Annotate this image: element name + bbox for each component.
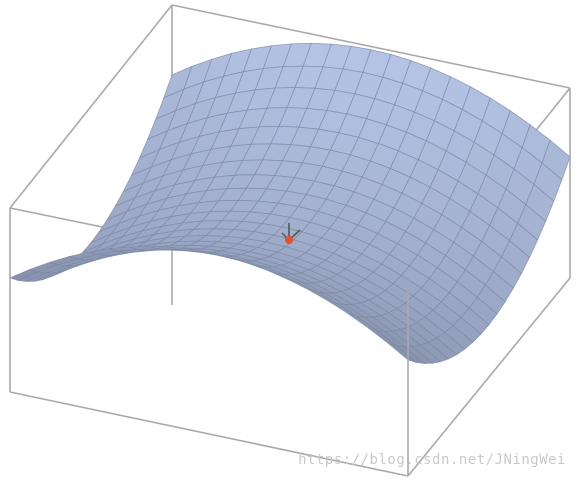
box-edge xyxy=(9,391,409,477)
surface-patch xyxy=(387,342,417,363)
saddle-surface xyxy=(8,42,571,365)
box-edge xyxy=(9,4,173,209)
box-edge xyxy=(407,277,571,477)
box-edge xyxy=(171,4,571,89)
saddle-point-marker xyxy=(281,223,301,244)
bounding-box-front xyxy=(9,88,571,477)
watermark-text: https://blog.csdn.net/JNingWei xyxy=(298,452,566,468)
saddle-point-dot xyxy=(285,236,293,244)
